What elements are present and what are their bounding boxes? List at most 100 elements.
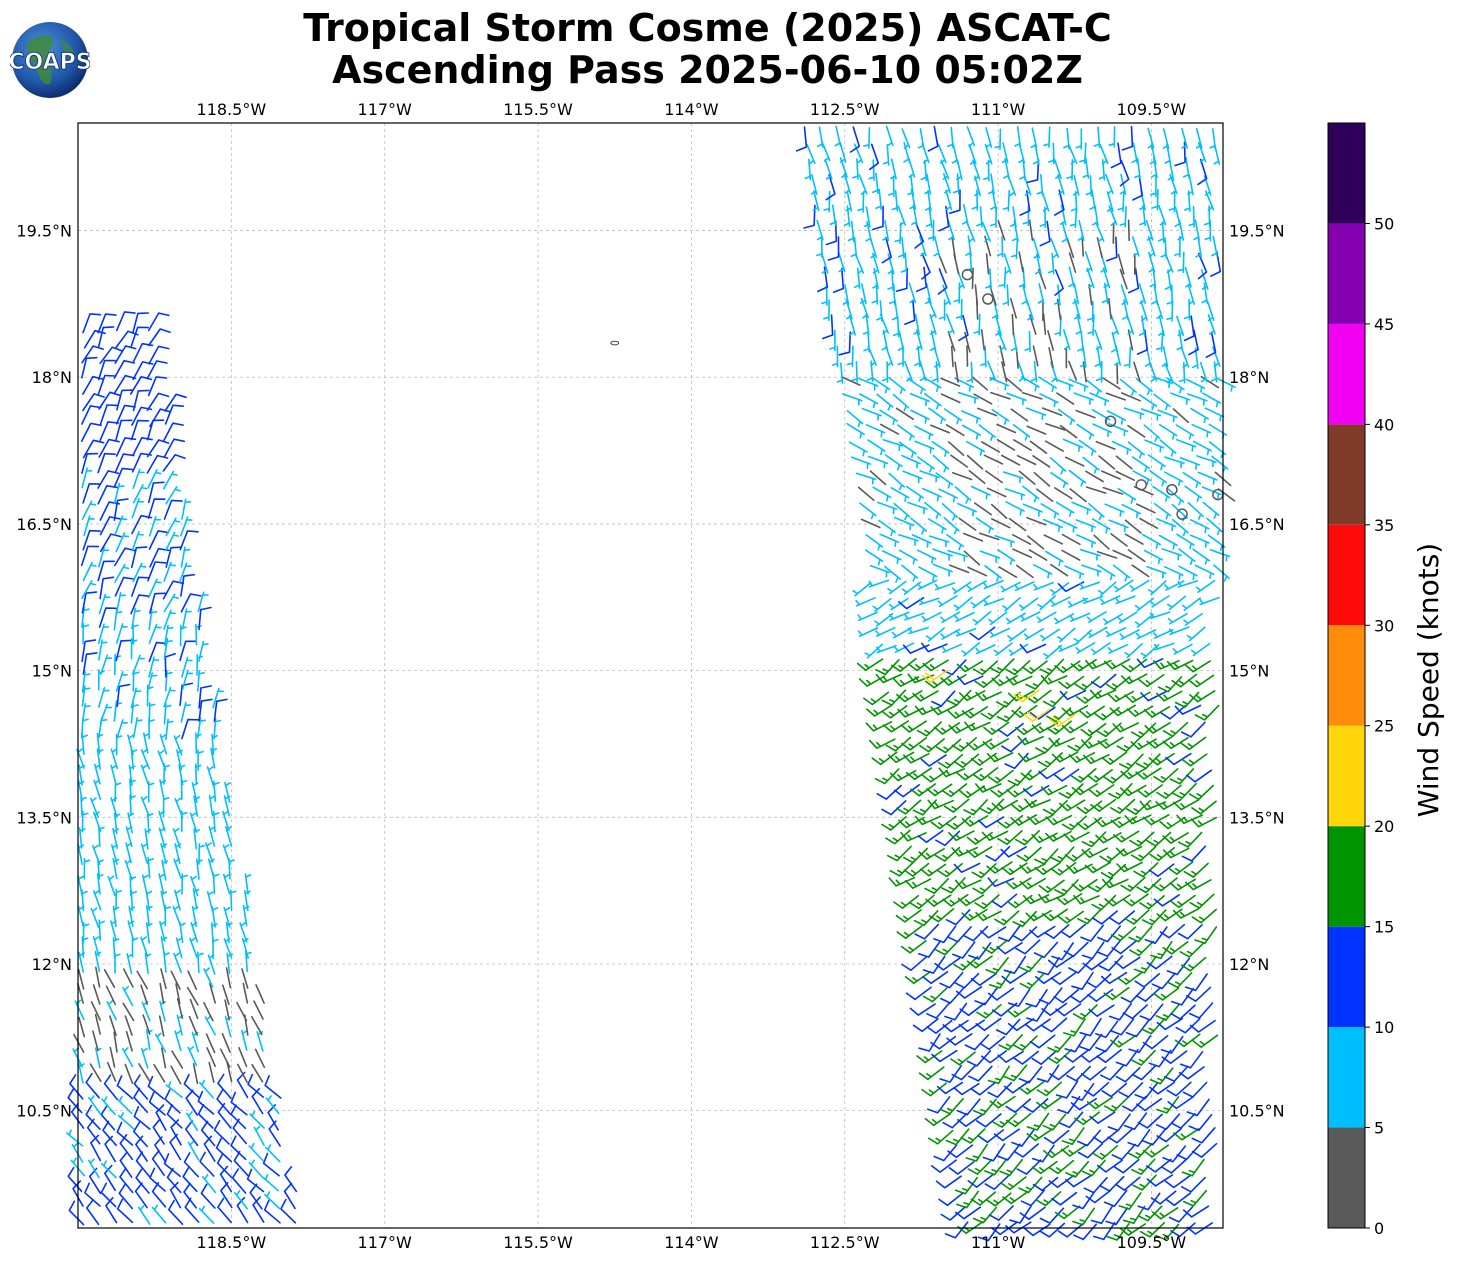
coaps-logo: COAPS	[10, 22, 90, 98]
wind-barb	[81, 889, 88, 912]
wind-barb	[1181, 128, 1188, 149]
wind-barb	[1146, 565, 1167, 579]
wind-barb	[1049, 582, 1070, 596]
wind-barb	[77, 843, 85, 866]
wind-barb	[1186, 1098, 1210, 1117]
wind-barb	[1159, 923, 1186, 939]
wind-barb	[822, 314, 834, 340]
wind-barb	[1099, 144, 1109, 165]
wind-barb	[901, 454, 921, 469]
wind-barb	[239, 922, 248, 943]
wind-barb	[1200, 375, 1220, 389]
wind-barb	[1209, 128, 1217, 150]
wind-barb	[875, 626, 896, 637]
wind-barb	[1008, 643, 1029, 656]
wind-barb	[125, 1030, 133, 1052]
wind-barb	[900, 720, 927, 733]
wind-barb	[966, 1050, 992, 1067]
map-frame	[77, 122, 1224, 1229]
wind-barb	[140, 748, 150, 770]
wind-barb	[90, 1001, 101, 1021]
lat-tick-label-left: 15°N	[32, 662, 72, 681]
wind-barb	[882, 550, 902, 565]
wind-barb	[1117, 488, 1137, 504]
wind-barb	[132, 389, 150, 412]
calm-wind-marker	[1104, 415, 1117, 428]
wind-barb	[163, 702, 172, 725]
wind-barb	[116, 1075, 134, 1100]
wind-barb	[1124, 533, 1144, 545]
wind-barb	[1119, 629, 1140, 640]
wind-barb	[997, 830, 1023, 845]
wind-barb	[953, 282, 961, 304]
wind-barb	[82, 375, 104, 395]
wind-barb	[1192, 548, 1211, 565]
wind-barb	[236, 1001, 248, 1022]
wind-barb	[921, 642, 948, 653]
wind-barb	[967, 1159, 993, 1175]
wind-barb	[941, 877, 966, 894]
wind-barb	[966, 440, 985, 456]
wind-barb	[154, 1032, 167, 1053]
wind-barb	[1011, 313, 1015, 336]
wind-barb	[948, 830, 975, 842]
wind-barb	[845, 190, 853, 212]
wind-barb	[169, 1181, 182, 1209]
wind-barb	[1211, 455, 1229, 473]
wind-barb	[904, 612, 925, 621]
wind-barb	[1066, 1065, 1091, 1082]
wind-barb	[204, 1015, 216, 1036]
wind-barb	[1119, 205, 1127, 228]
wind-barb	[1005, 1112, 1032, 1128]
wind-barb	[945, 1128, 970, 1146]
wind-barb	[1083, 1081, 1110, 1097]
wind-barb	[1026, 516, 1047, 526]
wind-barb	[987, 987, 1015, 1001]
wind-barb	[1031, 1144, 1055, 1163]
wind-barb	[234, 1190, 248, 1210]
wind-barb	[1007, 628, 1027, 642]
wind-barb	[985, 1192, 1012, 1207]
wind-barb	[1112, 564, 1131, 582]
wind-barb	[1022, 785, 1050, 797]
wind-barb	[966, 955, 993, 969]
wind-barb	[83, 329, 106, 349]
wind-barb	[957, 391, 979, 404]
wind-barb	[868, 579, 890, 588]
wind-barb	[248, 1142, 264, 1162]
wind-barb	[1082, 595, 1104, 604]
wind-barb	[928, 1129, 954, 1145]
wind-barb	[858, 377, 879, 391]
wind-barb	[924, 1113, 951, 1127]
wind-barb	[1081, 1159, 1106, 1177]
wind-barb	[147, 856, 154, 879]
wind-barb	[1158, 204, 1167, 226]
wind-barb	[114, 453, 135, 474]
wind-barb	[1128, 1142, 1153, 1159]
wind-barb	[165, 1081, 183, 1099]
wind-barb	[212, 872, 220, 895]
wind-barb	[1100, 595, 1121, 606]
wind-barb	[1043, 126, 1051, 148]
wind-barb	[81, 405, 102, 425]
wind-barb	[1081, 847, 1108, 859]
wind-barb	[1013, 689, 1040, 703]
wind-barb	[1122, 1205, 1146, 1224]
wind-barb	[82, 622, 90, 645]
wind-barb	[994, 910, 1020, 926]
wind-barb	[1121, 503, 1141, 519]
wind-barb	[1192, 440, 1213, 456]
wind-barb	[147, 469, 162, 489]
wind-barb	[1022, 204, 1030, 226]
wind-barb	[81, 591, 98, 614]
wind-barb	[1136, 658, 1164, 669]
wind-barb	[1161, 548, 1182, 561]
wind-barb	[1084, 251, 1093, 272]
wind-barb	[950, 1051, 976, 1066]
wind-barb	[1183, 1189, 1208, 1207]
wind-barb	[268, 1120, 281, 1147]
wind-barb	[147, 498, 166, 519]
wind-barb	[1162, 721, 1189, 737]
wind-barb	[996, 438, 1016, 451]
wind-barb	[949, 189, 961, 214]
